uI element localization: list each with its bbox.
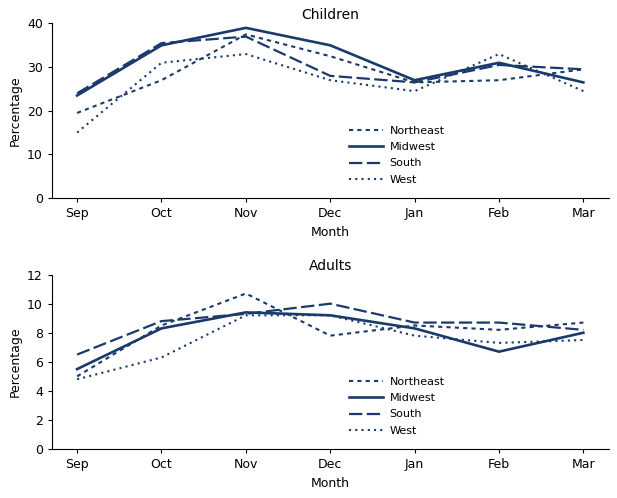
X-axis label: Month: Month	[311, 477, 350, 490]
Legend: Northeast, Midwest, South, West: Northeast, Midwest, South, West	[345, 373, 449, 440]
Title: Children: Children	[301, 8, 359, 22]
Title: Adults: Adults	[308, 259, 352, 273]
Y-axis label: Percentage: Percentage	[9, 327, 22, 397]
Y-axis label: Percentage: Percentage	[9, 75, 22, 146]
X-axis label: Month: Month	[311, 226, 350, 239]
Legend: Northeast, Midwest, South, West: Northeast, Midwest, South, West	[345, 122, 449, 189]
